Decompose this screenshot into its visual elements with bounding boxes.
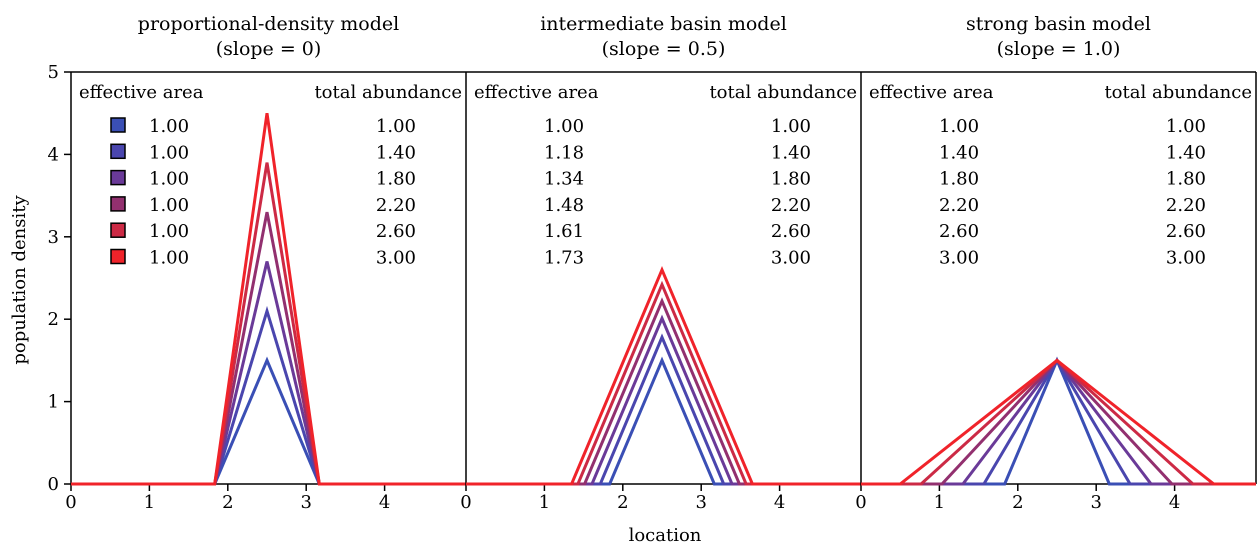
series-line-2 <box>861 357 1256 486</box>
series-line-1 <box>71 356 466 486</box>
effective-area-value: 1.40 <box>939 142 979 163</box>
total-abundance-value: 2.60 <box>376 221 416 242</box>
series-line-6 <box>71 112 466 486</box>
y-tick-label: 4 <box>48 144 59 165</box>
effective-area-header: effective area <box>869 82 994 103</box>
series-line-1 <box>466 356 861 486</box>
x-tick-label: 4 <box>774 492 785 513</box>
total-abundance-value: 2.20 <box>771 195 811 216</box>
y-tick-label: 2 <box>48 309 59 330</box>
effective-area-value: 1.00 <box>149 221 189 242</box>
total-abundance-value: 1.40 <box>771 142 811 163</box>
y-tick-label: 5 <box>48 62 59 83</box>
panel-subtitle: (slope = 0) <box>216 38 322 60</box>
effective-area-value: 1.18 <box>544 142 584 163</box>
effective-area-value: 1.00 <box>149 195 189 216</box>
effective-area-value: 1.48 <box>544 195 584 216</box>
panel-subtitle: (slope = 1.0) <box>997 38 1121 60</box>
x-tick-label: 0 <box>65 492 76 513</box>
series-line-5 <box>861 358 1256 486</box>
total-abundance-value: 1.40 <box>1166 142 1206 163</box>
panel-title: strong basin model <box>966 13 1151 35</box>
x-tick-label: 2 <box>617 492 628 513</box>
total-abundance-value: 2.20 <box>1166 195 1206 216</box>
legend-swatch <box>110 117 126 133</box>
x-tick-label: 1 <box>144 492 155 513</box>
panel-title: proportional-density model <box>138 13 399 35</box>
x-tick-label: 0 <box>855 492 866 513</box>
x-tick-label: 3 <box>300 492 311 513</box>
x-tick-label: 3 <box>1090 492 1101 513</box>
x-tick-label: 0 <box>460 492 471 513</box>
effective-area-header: effective area <box>79 82 204 103</box>
total-abundance-value: 3.00 <box>376 248 416 269</box>
x-tick-label: 4 <box>379 492 390 513</box>
effective-area-value: 2.20 <box>939 195 979 216</box>
panel-1: proportional-density model (slope = 0) 0 1 2… <box>65 13 466 513</box>
series-line-3 <box>861 357 1256 486</box>
effective-area-value: 1.00 <box>149 116 189 137</box>
x-tick-label: 2 <box>222 492 233 513</box>
series-line-2 <box>71 305 466 486</box>
series-line-5 <box>466 280 861 486</box>
total-abundance-value: 1.80 <box>771 169 811 190</box>
total-abundance-value: 3.00 <box>1166 248 1206 269</box>
effective-area-value: 1.00 <box>149 169 189 190</box>
y-axis-label: population density <box>9 195 30 365</box>
legend-swatch <box>110 143 126 160</box>
effective-area-value: 3.00 <box>939 248 979 269</box>
series-line-6 <box>861 358 1256 486</box>
x-tick-label: 1 <box>934 492 945 513</box>
series-line-1 <box>861 356 1256 486</box>
effective-area-value: 1.73 <box>544 248 584 269</box>
series-line-4 <box>466 297 861 486</box>
effective-area-value: 1.00 <box>544 116 584 137</box>
series-line-6 <box>466 265 861 486</box>
effective-area-value: 1.61 <box>544 221 584 242</box>
x-tick-label: 3 <box>695 492 706 513</box>
series-line-4 <box>861 358 1256 486</box>
total-abundance-value: 1.80 <box>376 169 416 190</box>
panel-subtitle: (slope = 0.5) <box>602 38 726 60</box>
total-abundance-value: 2.60 <box>1166 221 1206 242</box>
effective-area-value: 1.80 <box>939 169 979 190</box>
y-tick-label: 1 <box>48 392 59 413</box>
total-abundance-value: 2.20 <box>376 195 416 216</box>
total-abundance-value: 2.60 <box>771 221 811 242</box>
panel-title: intermediate basin model <box>540 13 787 35</box>
effective-area-value: 1.00 <box>149 248 189 269</box>
y-tick-label: 0 <box>48 474 59 495</box>
y-tick-label: 3 <box>48 227 59 248</box>
x-axis-label: location <box>629 525 702 546</box>
effective-area-value: 1.00 <box>939 116 979 137</box>
total-abundance-value: 1.00 <box>376 116 416 137</box>
total-abundance-header: total abundance <box>314 82 462 103</box>
effective-area-value: 1.00 <box>149 142 189 163</box>
total-abundance-header: total abundance <box>1104 82 1252 103</box>
legend-swatch <box>110 196 126 212</box>
x-tick-label: 1 <box>539 492 550 513</box>
total-abundance-value: 1.00 <box>771 116 811 137</box>
panel-2: intermediate basin model (slope = 0.5) 0 1 2… <box>460 13 861 513</box>
effective-area-value: 1.34 <box>544 169 584 190</box>
panels: 0 1 2 3 4 5 proportional-density model (slope =… <box>48 13 1257 513</box>
legend-swatch <box>110 222 126 238</box>
panel-3: strong basin model (slope = 1.0) 0 1 2 3 4 effe… <box>855 13 1257 513</box>
series-line-3 <box>71 261 466 486</box>
total-abundance-value: 1.80 <box>1166 169 1206 190</box>
total-abundance-header: total abundance <box>709 82 857 103</box>
total-abundance-value: 1.40 <box>376 142 416 163</box>
effective-area-header: effective area <box>474 82 599 103</box>
total-abundance-value: 1.00 <box>1166 116 1206 137</box>
effective-area-value: 2.60 <box>939 221 979 242</box>
x-tick-label: 4 <box>1169 492 1180 513</box>
legend-swatch <box>110 169 126 186</box>
x-tick-label: 2 <box>1012 492 1023 513</box>
total-abundance-value: 3.00 <box>771 248 811 269</box>
series-line-2 <box>466 333 861 486</box>
legend-swatch <box>110 248 126 265</box>
